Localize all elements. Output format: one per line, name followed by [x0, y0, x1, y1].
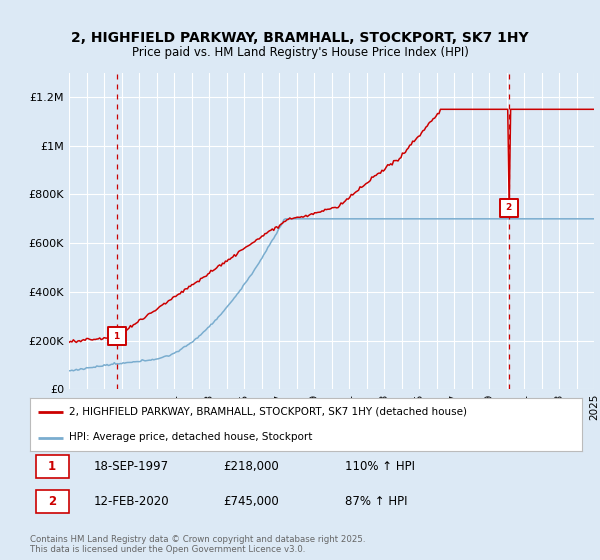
- Text: HPI: Average price, detached house, Stockport: HPI: Average price, detached house, Stoc…: [68, 432, 312, 442]
- Text: 2: 2: [505, 203, 512, 212]
- Text: 2: 2: [48, 496, 56, 508]
- Text: £218,000: £218,000: [223, 460, 279, 473]
- Text: Contains HM Land Registry data © Crown copyright and database right 2025.
This d: Contains HM Land Registry data © Crown c…: [30, 535, 365, 554]
- Point: [504, 203, 514, 212]
- Text: 18-SEP-1997: 18-SEP-1997: [94, 460, 169, 473]
- Text: 1: 1: [113, 332, 120, 340]
- FancyBboxPatch shape: [35, 455, 68, 478]
- Point: [112, 332, 121, 340]
- Text: £745,000: £745,000: [223, 496, 279, 508]
- Text: 1: 1: [48, 460, 56, 473]
- Text: 2, HIGHFIELD PARKWAY, BRAMHALL, STOCKPORT, SK7 1HY (detached house): 2, HIGHFIELD PARKWAY, BRAMHALL, STOCKPOR…: [68, 407, 467, 417]
- Text: Price paid vs. HM Land Registry's House Price Index (HPI): Price paid vs. HM Land Registry's House …: [131, 46, 469, 59]
- Text: 110% ↑ HPI: 110% ↑ HPI: [344, 460, 415, 473]
- Text: 12-FEB-2020: 12-FEB-2020: [94, 496, 169, 508]
- FancyBboxPatch shape: [35, 491, 68, 514]
- Text: 87% ↑ HPI: 87% ↑ HPI: [344, 496, 407, 508]
- Text: 2, HIGHFIELD PARKWAY, BRAMHALL, STOCKPORT, SK7 1HY: 2, HIGHFIELD PARKWAY, BRAMHALL, STOCKPOR…: [71, 31, 529, 45]
